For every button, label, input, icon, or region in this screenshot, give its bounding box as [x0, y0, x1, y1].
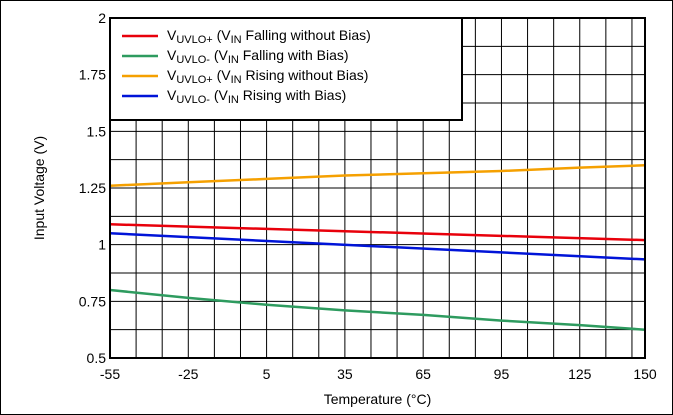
- x-axis-label: Temperature (°C): [324, 391, 432, 407]
- legend-label-2: VUVLO+ (VIN Rising without Bias): [167, 67, 368, 86]
- x-tick-label: 65: [415, 366, 431, 382]
- x-tick-label: -25: [178, 366, 198, 382]
- legend-label-1: VUVLO- (VIN Falling with Bias): [167, 47, 349, 66]
- series-layer: [109, 164, 646, 331]
- y-tick-label: 2: [98, 10, 106, 26]
- series-line-3: [109, 232, 646, 261]
- y-tick-labels: 0.5 0.75 1 1.25 1.5 1.75 2: [79, 10, 106, 366]
- x-tick-label: 95: [494, 366, 510, 382]
- y-tick-label: 0.75: [79, 293, 106, 309]
- y-tick-label: 1.75: [79, 67, 106, 83]
- y-tick-label: 1.25: [79, 180, 106, 196]
- x-tick-label: -55: [100, 366, 120, 382]
- series-line-0: [109, 223, 646, 242]
- series-line-2: [109, 164, 646, 187]
- legend: VUVLO+ (VIN Falling without Bias)VUVLO- …: [109, 17, 463, 121]
- x-tick-label: 150: [633, 366, 657, 382]
- y-axis-label: Input Voltage (V): [31, 136, 47, 240]
- x-tick-label: 125: [568, 366, 592, 382]
- x-tick-labels: -55 -25 5 35 65 95 125 150: [100, 366, 657, 382]
- x-tick-label: 5: [263, 366, 271, 382]
- x-tick-label: 35: [337, 366, 353, 382]
- y-tick-label: 1: [98, 237, 106, 253]
- series-line-1: [109, 288, 646, 331]
- legend-label-0: VUVLO+ (VIN Falling without Bias): [167, 27, 371, 46]
- y-tick-label: 0.5: [87, 350, 107, 366]
- legend-box: [109, 17, 463, 121]
- legend-label-3: VUVLO- (VIN Rising with Bias): [167, 87, 346, 106]
- y-tick-label: 1.5: [87, 123, 107, 139]
